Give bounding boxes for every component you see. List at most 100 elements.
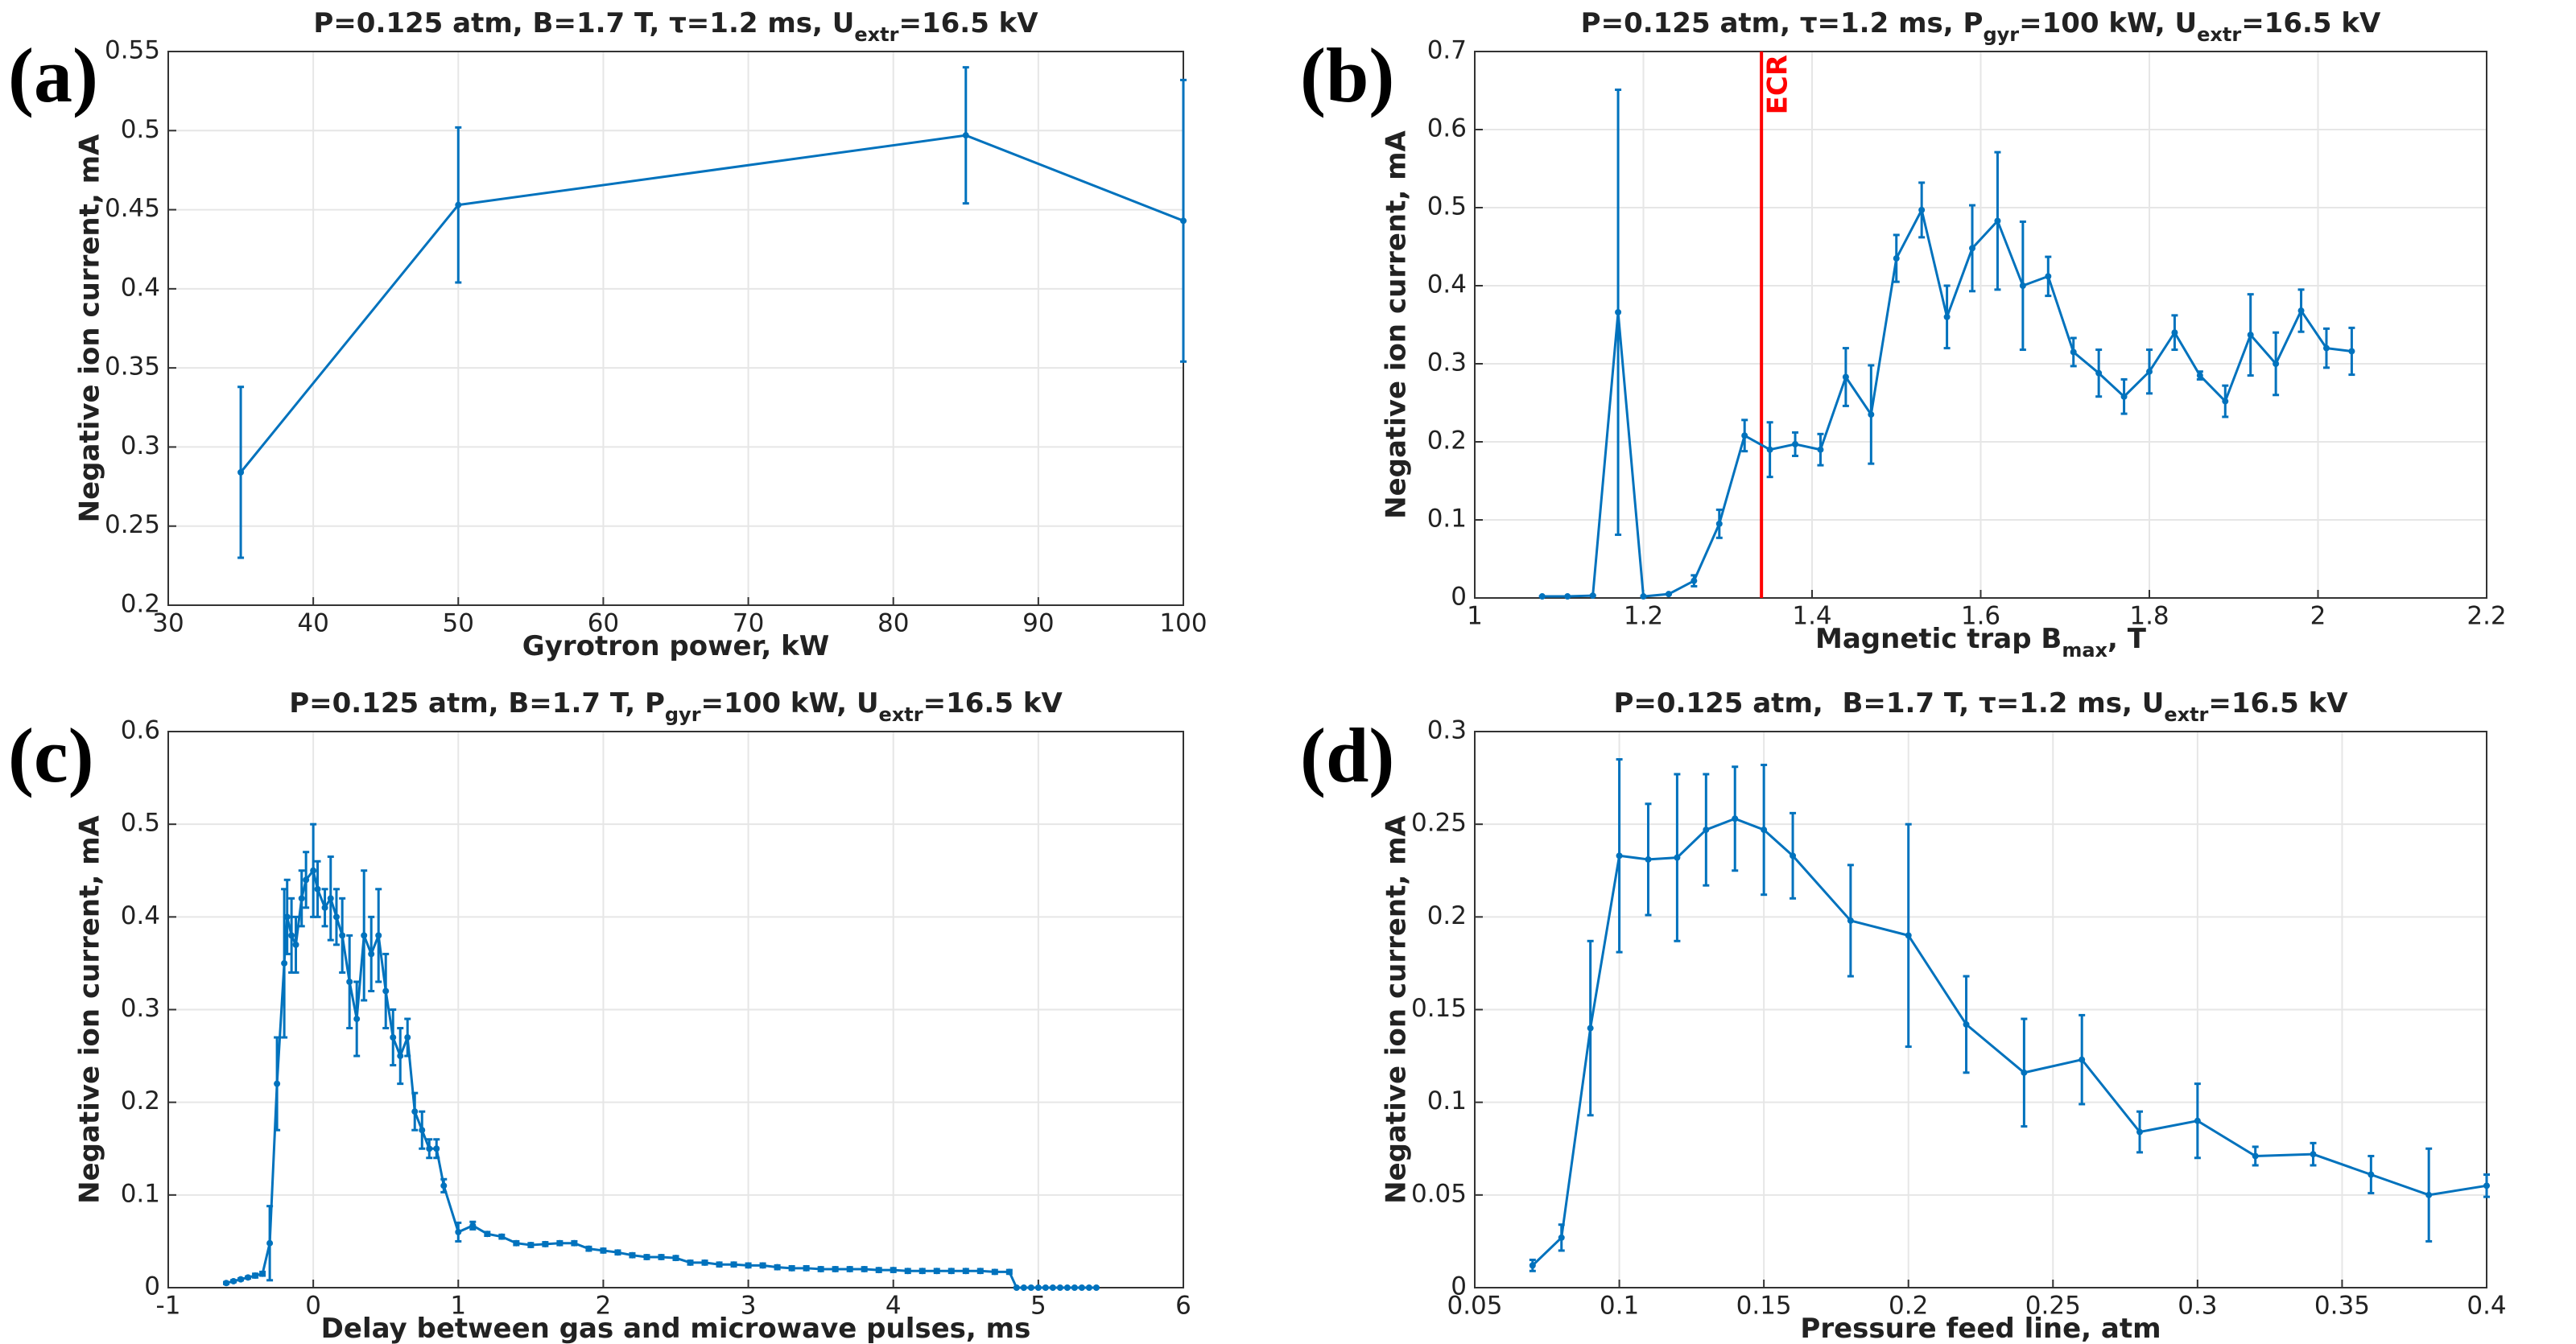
data-point: [1761, 827, 1768, 834]
data-point: [556, 1239, 564, 1247]
data-point: [1847, 917, 1854, 924]
data-point: [513, 1239, 520, 1247]
x-tick-label: 100: [1159, 609, 1207, 638]
data-point: [962, 132, 969, 139]
data-point: [672, 1255, 679, 1262]
data-point: [1674, 854, 1681, 861]
data-point: [283, 913, 291, 921]
data-point: [404, 1034, 411, 1041]
data-point: [1645, 855, 1652, 863]
y-axis-label: Negative ion current, mA: [74, 814, 106, 1203]
y-tick-label: 0: [1451, 583, 1467, 612]
y-tick-label: 0.15: [1411, 994, 1467, 1023]
data-point: [2247, 332, 2254, 339]
data-point: [2079, 1056, 2086, 1063]
x-tick-label: 90: [1022, 609, 1054, 638]
data-point: [1918, 206, 1926, 213]
data-point: [861, 1265, 868, 1272]
y-tick-label: 0.3: [1427, 348, 1467, 377]
x-tick-label: 0.2: [1889, 1292, 1928, 1321]
chart-title: P=0.125 atm, B=1.7 T, τ=1.2 ms, Uextr=16…: [313, 7, 1038, 47]
data-point: [1013, 1284, 1020, 1291]
data-point: [976, 1268, 984, 1275]
data-point: [2322, 344, 2330, 352]
data-point: [1538, 593, 1546, 600]
y-tick-label: 0.25: [1411, 809, 1467, 838]
x-axis-label: Gyrotron power, kW: [522, 630, 829, 662]
data-point: [2019, 282, 2026, 289]
y-tick-label: 0.4: [1427, 270, 1467, 299]
data-point: [2120, 393, 2128, 400]
chart-title-part: gyr: [1983, 23, 2019, 46]
chart-title: P=0.125 atm, τ=1.2 ms, Pgyr=100 kW, Uext…: [1581, 7, 2381, 47]
x-tick-label: 0.15: [1736, 1292, 1792, 1321]
x-tick-label: 0.05: [1447, 1292, 1502, 1321]
x-axis-label: Pressure feed line, atm: [1800, 1313, 2161, 1344]
x-tick-label: 70: [733, 609, 764, 638]
data-point: [375, 932, 382, 939]
x-tick-label: 2.2: [2467, 602, 2506, 631]
x-axis-label-part: max: [2062, 639, 2107, 662]
data-point: [1616, 852, 1623, 860]
x-tick-label: 3: [741, 1292, 757, 1321]
x-tick-label: 0.35: [2314, 1292, 2370, 1321]
data-point: [1049, 1284, 1056, 1291]
x-tick-label: 1: [450, 1292, 466, 1321]
y-tick-label: 0.2: [121, 1086, 160, 1115]
x-tick-label: 0.25: [2025, 1292, 2081, 1321]
data-point: [327, 895, 334, 902]
x-axis-label: Magnetic trap Bmax, T: [1815, 623, 2147, 662]
data-point: [2310, 1151, 2317, 1158]
data-line: [239, 134, 1184, 473]
data-point: [716, 1261, 723, 1268]
data-point: [353, 1016, 361, 1023]
chart-title-part: =16.5 kV: [923, 687, 1063, 719]
data-point: [303, 876, 310, 884]
data-point: [292, 941, 299, 948]
data-point: [832, 1265, 839, 1272]
data-point: [2297, 307, 2305, 315]
y-tick-label: 0.2: [1427, 427, 1467, 456]
data-point: [759, 1262, 766, 1269]
y-tick-label: 0: [144, 1272, 160, 1301]
data-point: [397, 1053, 404, 1060]
y-tick-label: 0.35: [105, 352, 160, 381]
y-tick-label: 0.3: [1427, 716, 1467, 745]
data-point: [774, 1264, 781, 1271]
data-point: [321, 904, 328, 911]
data-point: [890, 1267, 897, 1274]
panel-label: (d): [1300, 712, 1394, 798]
y-tick-label: 0.3: [121, 994, 160, 1023]
data-point: [1963, 1020, 1970, 1028]
data-point: [2196, 372, 2203, 379]
chart-title-part: =100 kW, U: [701, 687, 879, 719]
data-point: [2222, 398, 2229, 405]
data-point: [614, 1249, 621, 1256]
y-tick-label: 0.5: [121, 809, 160, 838]
data-point: [1766, 446, 1773, 453]
data-point: [2194, 1117, 2201, 1124]
data-point: [1589, 592, 1596, 600]
y-tick-label: 0.05: [1411, 1179, 1467, 1208]
data-point: [339, 932, 346, 939]
data-point: [1943, 313, 1951, 320]
data-point: [2252, 1152, 2259, 1160]
data-point: [1790, 852, 1797, 860]
data-point: [252, 1272, 259, 1280]
data-point: [2146, 368, 2153, 375]
data-point: [498, 1233, 506, 1240]
y-tick-label: 0.5: [1427, 192, 1467, 221]
y-tick-label: 0: [1451, 1272, 1467, 1301]
data-point: [2095, 369, 2103, 377]
data-point: [1005, 1268, 1013, 1276]
data-point: [2483, 1182, 2490, 1189]
data-point: [846, 1265, 853, 1272]
x-tick-label: 80: [877, 609, 909, 638]
plot-frame: [167, 51, 1184, 606]
x-tick-label: 1: [1467, 602, 1483, 631]
y-tick-label: 0.2: [1427, 901, 1467, 930]
y-tick-label: 0.25: [105, 510, 160, 539]
data-point: [1817, 446, 1824, 453]
y-tick-label: 0.5: [121, 115, 160, 144]
data-point: [1020, 1284, 1027, 1291]
